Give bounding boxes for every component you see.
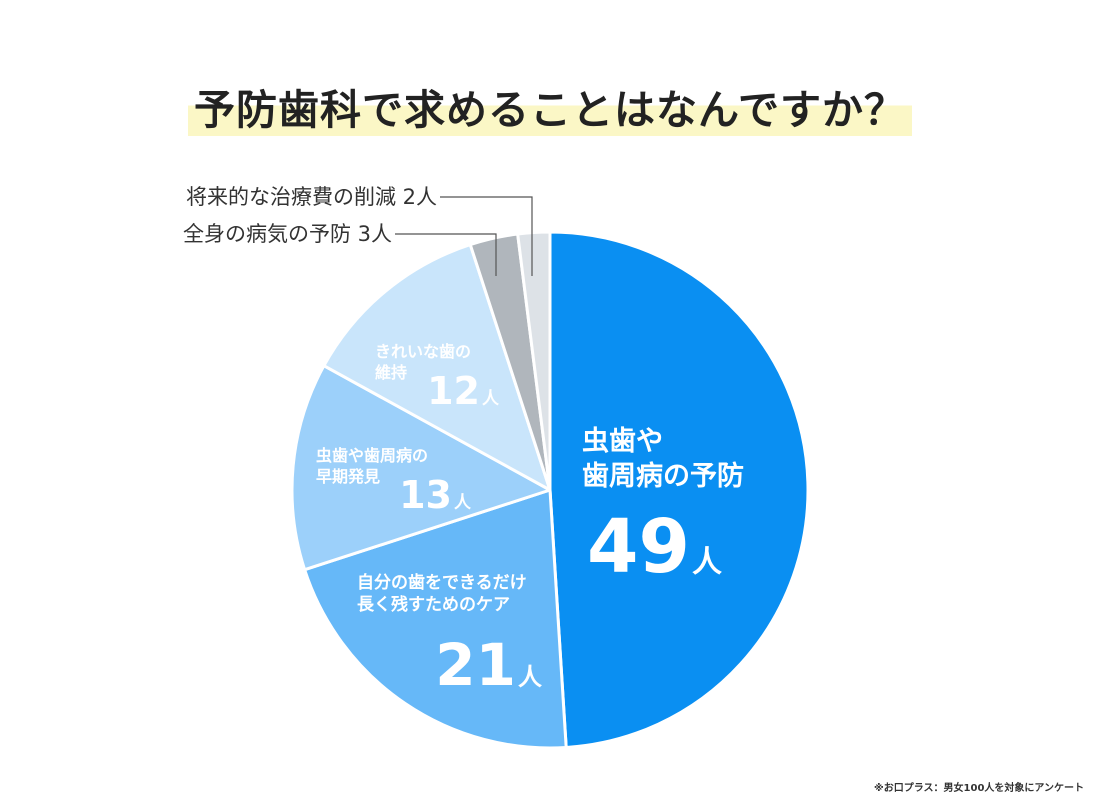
slice-label: 維持 (375, 363, 407, 382)
slice-value: 21 (435, 631, 516, 699)
slice-value: 13 (399, 473, 452, 517)
pie-slice (516, 230, 552, 492)
slice-value: 12 (427, 369, 480, 413)
slice-unit: 人 (482, 389, 500, 409)
slice-unit: 人 (518, 663, 542, 691)
pie-slice (322, 243, 552, 492)
slice-label: 歯周病の予防 (582, 461, 744, 492)
pie-slice (548, 230, 810, 749)
slice-label-external: 将来的な治療費の削減 2人 (186, 185, 437, 209)
slice-label: 長く残すためのケア (357, 594, 510, 615)
slice-unit: 人 (692, 545, 722, 580)
slice-label-external: 全身の病気の予防 3人 (183, 222, 392, 246)
slice-label: 自分の歯をできるだけ (357, 572, 527, 593)
slice-label: 虫歯や歯周病の (316, 446, 428, 465)
slice-label: 虫歯や (582, 426, 663, 457)
pie-slice (303, 488, 568, 750)
chart-title: 予防歯科で求めることはなんですか？ (188, 72, 912, 136)
source-note: ※お口プラス：男女100人を対象にアンケート (874, 783, 1084, 794)
leader-line (395, 233, 497, 276)
slice-label: きれいな歯の (375, 342, 471, 361)
slice-label: 早期発見 (316, 467, 380, 486)
slice-value: 49 (587, 504, 690, 590)
leader-line (440, 196, 533, 276)
slice-unit: 人 (454, 493, 472, 513)
pie-slice (290, 364, 552, 572)
